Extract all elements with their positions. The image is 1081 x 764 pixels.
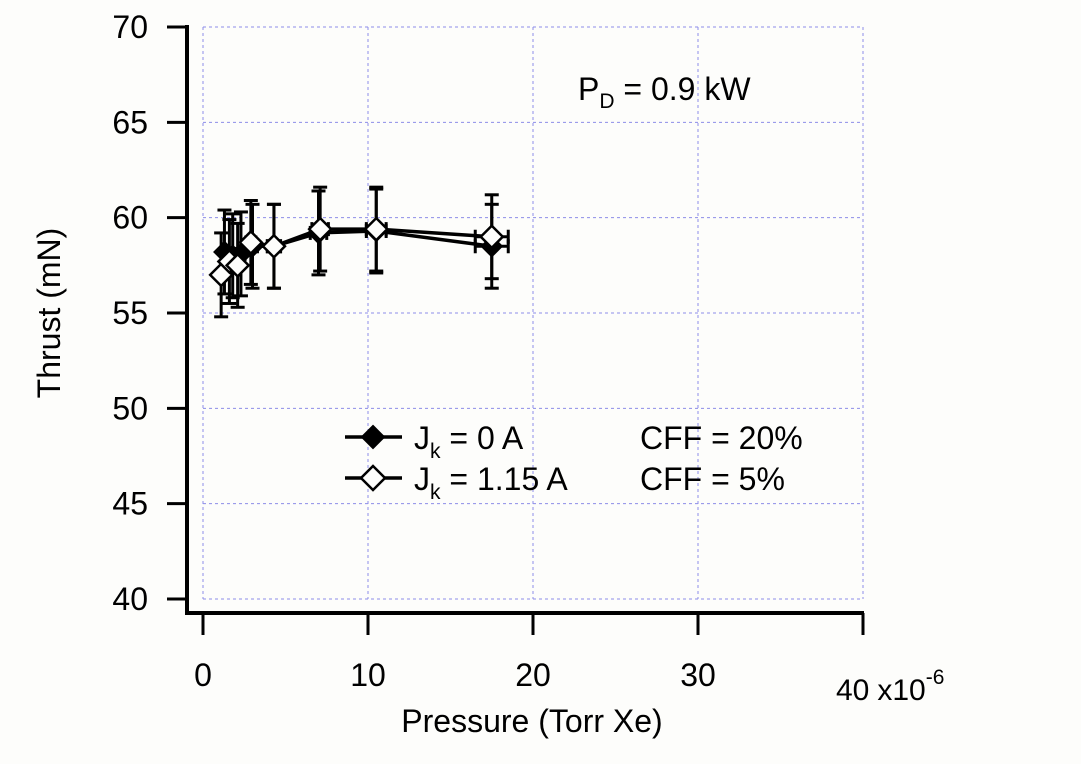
grid-lines <box>202 26 864 600</box>
legend-marker-open-diamond <box>359 464 387 492</box>
x-axis-label: Pressure (Torr Xe) <box>401 703 662 739</box>
annotation-sub: D <box>599 90 614 113</box>
series-2-point-8 <box>478 223 505 250</box>
y-tick-label-40: 40 <box>112 581 148 617</box>
x-tick-label-10: 10 <box>350 657 386 693</box>
series-2-point-5 <box>261 233 287 260</box>
series-2-line <box>219 227 492 276</box>
data-series <box>208 185 510 319</box>
x-tick-label-40: 40 <box>836 674 869 707</box>
series-2 <box>208 185 510 319</box>
legend-2-rest: = 1.15 A <box>441 461 569 497</box>
legend: Jk = 0 A CFF = 20% Jk = 1.15 A CFF = 5% <box>345 420 803 504</box>
annotation-rest: = 0.9 kW <box>615 71 752 107</box>
series-2-point-4 <box>238 229 264 256</box>
multiplier-exponent: -6 <box>926 666 945 689</box>
legend-label-series-2: Jk = 1.15 A <box>414 461 568 504</box>
legend-2-sub: k <box>430 481 441 504</box>
x-tick-label-0: 0 <box>194 657 212 693</box>
tick-marks: 40 45 50 55 60 65 70 0 10 20 30 <box>112 9 865 693</box>
y-tick-label-70: 70 <box>112 9 148 45</box>
power-annotation: PD = 0.9 kW <box>578 71 751 113</box>
series-2-point-6 <box>307 216 333 242</box>
multiplier-base: x10 <box>877 674 925 707</box>
annotation-main: P <box>578 71 599 107</box>
legend-cff-series-2: CFF = 5% <box>640 461 785 497</box>
legend-2-main: J <box>414 461 430 497</box>
x-axis-multiplier: 40 x10-6 <box>836 666 944 707</box>
y-tick-label-60: 60 <box>112 200 148 236</box>
legend-1-rest: = 0 A <box>441 420 524 456</box>
legend-1-main: J <box>414 420 430 456</box>
x-tick-label-30: 30 <box>680 657 716 693</box>
y-tick-label-55: 55 <box>112 295 148 331</box>
y-tick-label-45: 45 <box>112 486 148 522</box>
series-2-point-7 <box>363 216 390 242</box>
legend-cff-series-1: CFF = 20% <box>640 420 803 456</box>
y-tick-label-65: 65 <box>112 104 148 140</box>
y-tick-label-50: 50 <box>112 390 148 426</box>
legend-1-sub: k <box>430 440 441 463</box>
legend-marker-filled-diamond <box>360 424 386 450</box>
axes <box>185 25 864 615</box>
series-2-point-3 <box>224 252 251 279</box>
x-tick-label-20: 20 <box>515 657 551 693</box>
legend-label-series-1: Jk = 0 A <box>414 420 524 463</box>
y-axis-label: Thrust (mN) <box>31 228 67 399</box>
